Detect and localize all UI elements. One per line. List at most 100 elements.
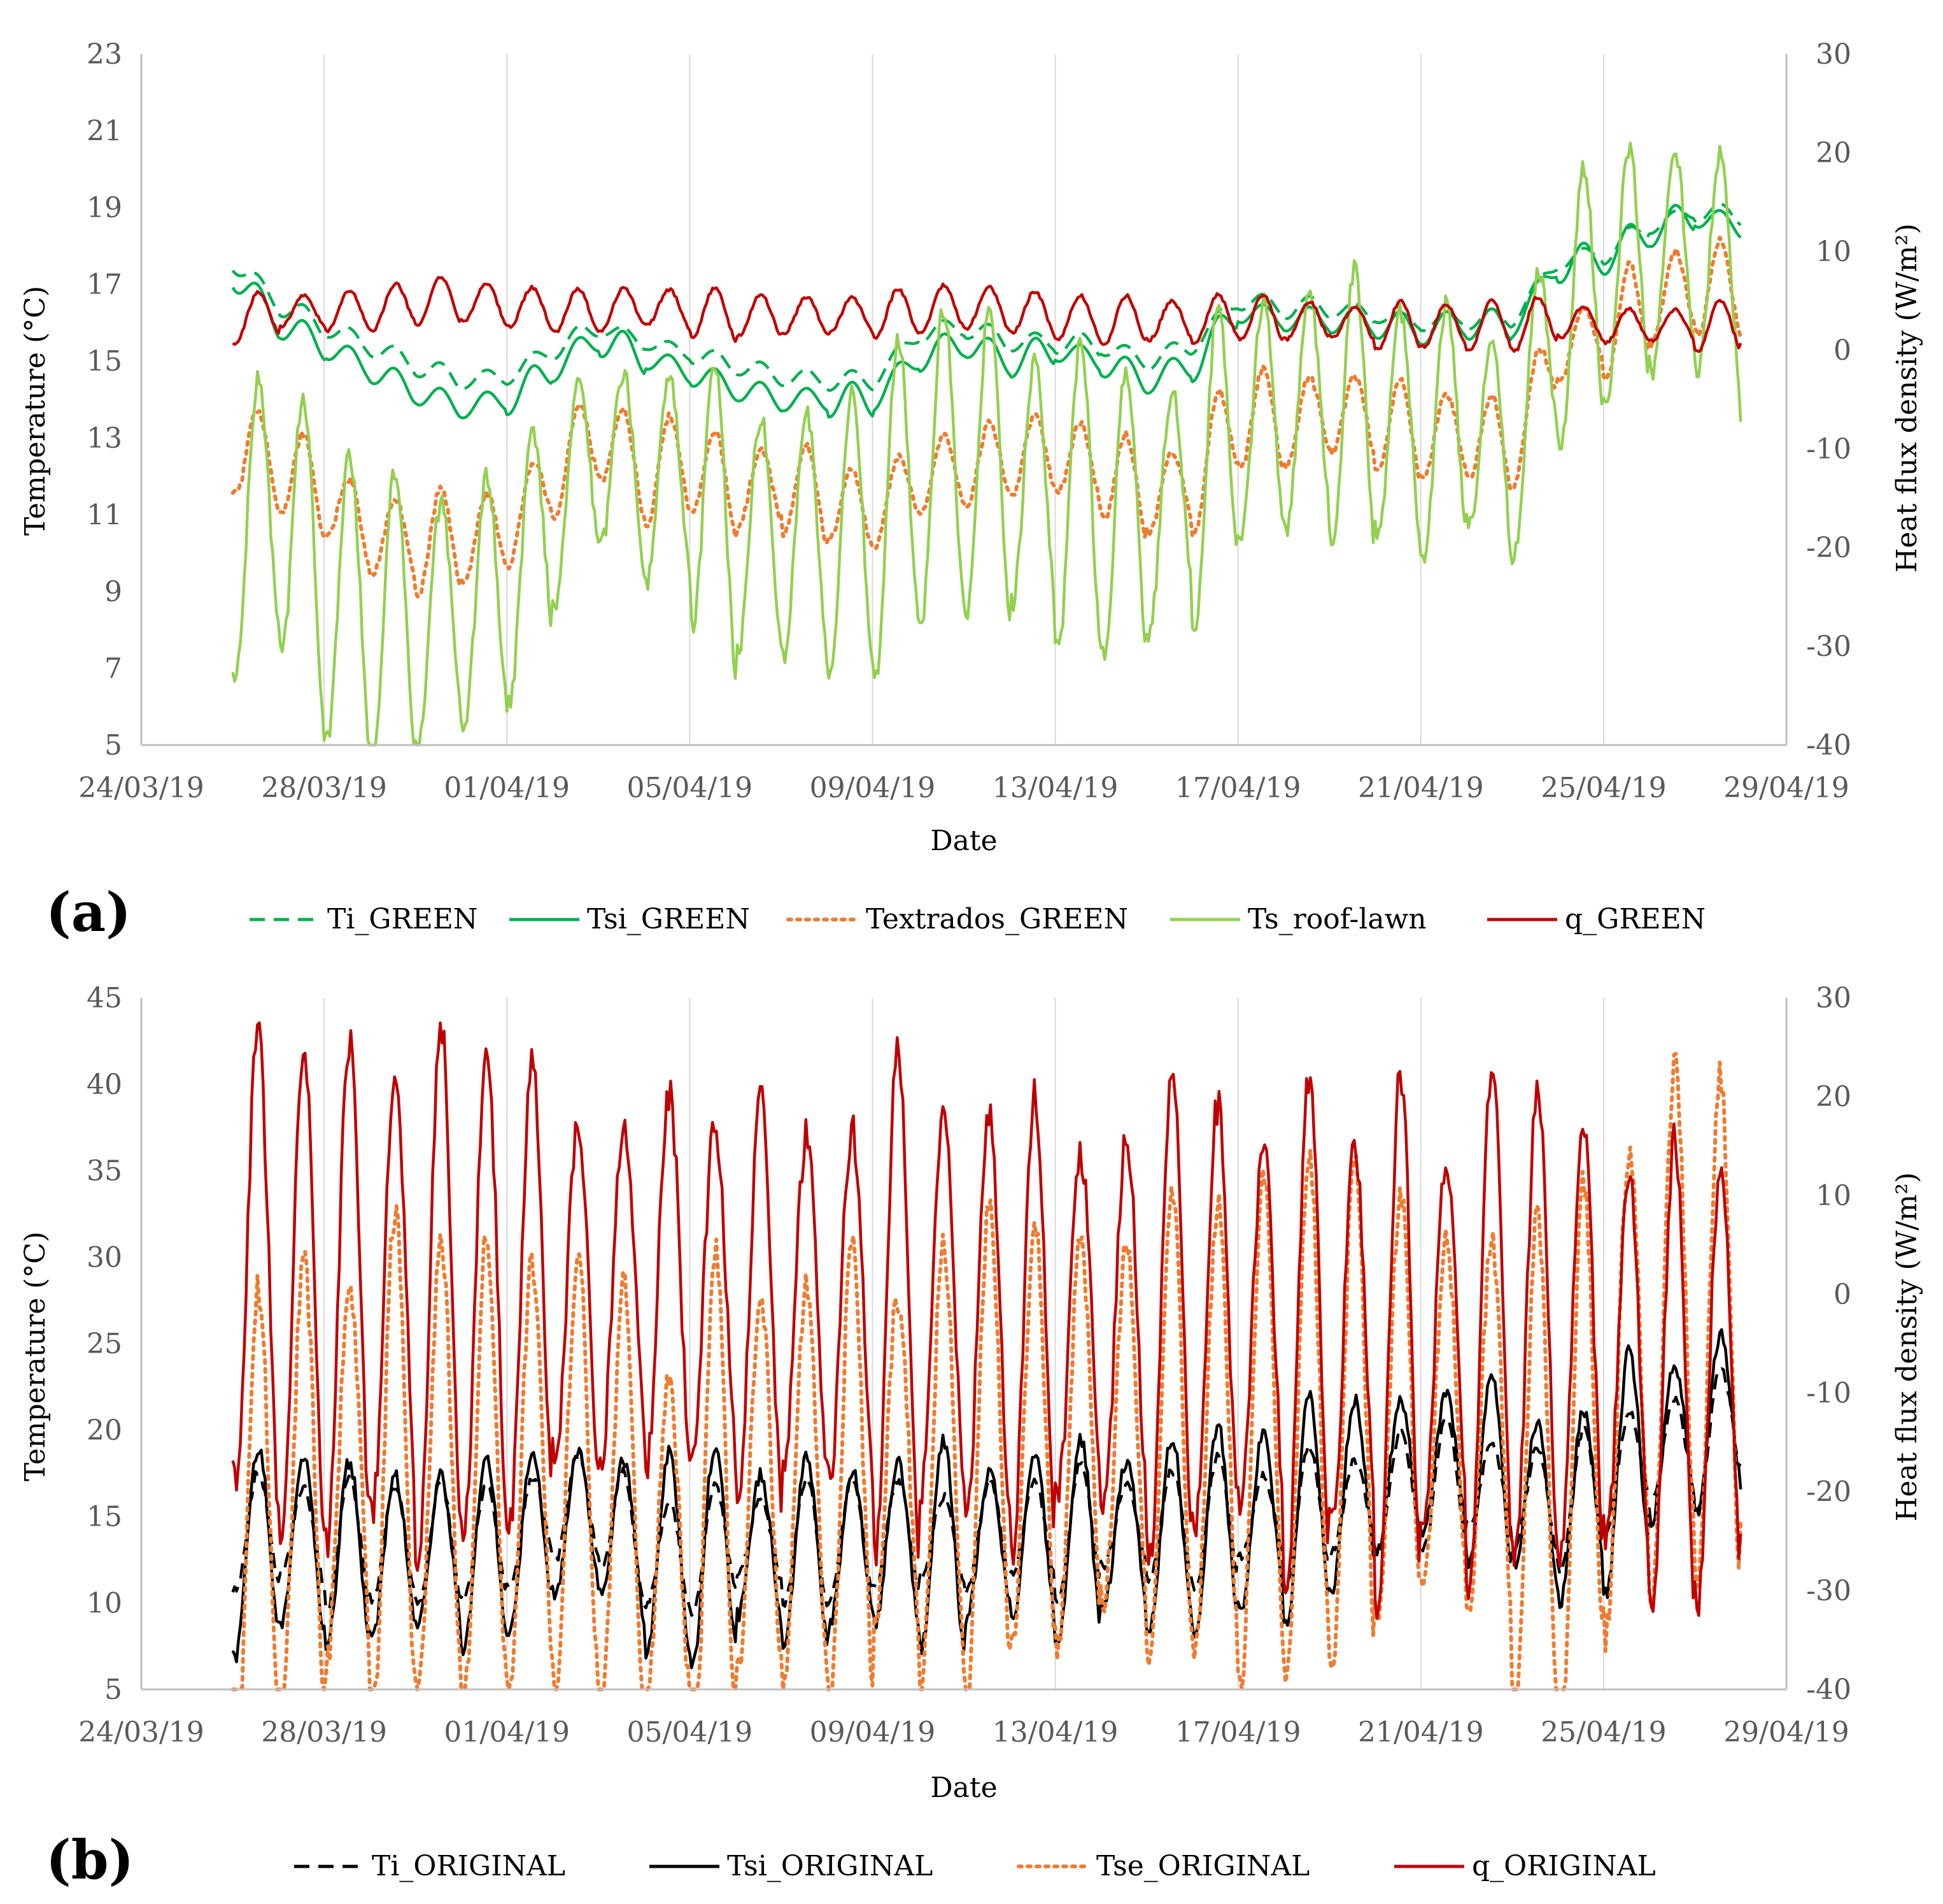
y-right-tick-label: -30 [1806, 1575, 1851, 1607]
y-left-tick-label: 21 [87, 115, 122, 148]
panel-b-axes [140, 998, 1788, 1691]
y-left-tick-label: 30 [87, 1241, 122, 1274]
legend-label: Textrados_GREEN [866, 903, 1128, 935]
x-tick-label: 29/04/19 [1723, 1716, 1849, 1749]
y-left-tick-label: 25 [87, 1328, 122, 1360]
legend-label: Ts_roof-lawn [1248, 903, 1427, 935]
x-tick-label: 28/03/19 [261, 772, 387, 804]
x-tick-label: 24/03/19 [78, 1716, 204, 1749]
legend-item-q-original: q_ORIGINAL [1394, 1850, 1656, 1882]
y-left-tick-label: 5 [104, 729, 122, 762]
legend-item-ts-roof-lawn: Ts_roof-lawn [1170, 903, 1427, 935]
x-tick-label: 13/04/19 [993, 772, 1119, 804]
legend-label: Ti_GREEN [327, 903, 477, 935]
x-tick-label: 01/04/19 [444, 1716, 570, 1749]
legend-item-ti-original: Ti_ORIGINAL [294, 1850, 565, 1882]
panel-a-x-title: Date [930, 825, 997, 857]
legend-item-tse-original: Tse_ORIGINAL [1017, 1850, 1310, 1882]
y-right-tick-label: 20 [1816, 137, 1851, 169]
y-left-tick-label: 40 [87, 1069, 122, 1101]
y-right-tick-label: 20 [1816, 1081, 1851, 1113]
y-right-tick-label: -40 [1806, 729, 1851, 762]
y-right-tick-label: 30 [1816, 982, 1851, 1014]
y-left-tick-label: 17 [87, 269, 122, 301]
x-tick-label: 21/04/19 [1358, 772, 1484, 804]
panel-b-gridlines [323, 998, 1604, 1689]
y-right-tick-label: -20 [1806, 1476, 1851, 1509]
y-right-tick-label: -10 [1806, 1377, 1851, 1410]
series-line-ts-roof-lawn [231, 141, 1742, 747]
panel-a-legend: Ti_GREEN Tsi_GREEN Textrados_GREEN Ts_roof-… [250, 903, 1706, 935]
panel-b-y-right-title: Heat flux density (W/m²) [1891, 1172, 1923, 1521]
panel-a-chart: 24/03/19 28/03/19 01/04/19 05/04/19 09/04/19… [19, 38, 1923, 944]
x-tick-label: 13/04/19 [993, 1716, 1119, 1749]
legend-item-q-green: q_GREEN [1487, 903, 1706, 935]
x-tick-label: 01/04/19 [444, 772, 570, 804]
series-line-tse-original [230, 1051, 1743, 1691]
panel-b-tick-labels: 24/03/19 28/03/19 01/04/19 05/04/19 09/04/19… [78, 982, 1851, 1749]
x-tick-label: 21/04/19 [1358, 1716, 1484, 1749]
y-left-tick-label: 5 [104, 1673, 122, 1706]
legend-label: Tse_ORIGINAL [1096, 1850, 1310, 1882]
y-right-tick-label: 0 [1833, 334, 1851, 367]
y-left-tick-label: 19 [87, 192, 122, 224]
y-right-tick-label: -40 [1806, 1673, 1851, 1706]
panel-a-tick-labels: 24/03/19 28/03/19 01/04/19 05/04/19 09/04/19… [78, 38, 1851, 804]
legend-label: q_GREEN [1565, 903, 1706, 935]
y-right-tick-label: 10 [1816, 1179, 1851, 1212]
panel-a-gridlines [323, 54, 1604, 745]
legend-label: Ti_ORIGINAL [372, 1850, 565, 1882]
x-tick-label: 09/04/19 [810, 772, 936, 804]
y-left-tick-label: 23 [87, 38, 122, 71]
series-line-q-green [232, 276, 1742, 353]
legend-item-tsi-original: Tsi_ORIGINAL [649, 1850, 933, 1882]
y-left-tick-label: 11 [87, 499, 122, 531]
y-left-tick-label: 7 [104, 652, 122, 685]
y-right-tick-label: -10 [1806, 433, 1851, 465]
legend-label: Tsi_GREEN [587, 903, 750, 935]
panel-a-series [230, 141, 1743, 747]
x-tick-label: 05/04/19 [627, 772, 753, 804]
legend-item-ti-green: Ti_GREEN [250, 903, 477, 935]
y-left-tick-label: 13 [87, 422, 122, 455]
x-tick-label: 09/04/19 [810, 1716, 936, 1749]
panel-a-y-right-title: Heat flux density (W/m²) [1891, 224, 1923, 572]
panel-b-label: (b) [46, 1828, 134, 1891]
x-tick-label: 17/04/19 [1175, 772, 1301, 804]
panel-b-y-left-title: Temperature (°C) [19, 1232, 52, 1481]
x-tick-label: 24/03/19 [78, 772, 204, 804]
panel-a-y-left-title: Temperature (°C) [19, 286, 52, 536]
y-right-tick-label: 0 [1833, 1278, 1851, 1311]
y-right-tick-label: -30 [1806, 630, 1851, 663]
series-line-tsi-original [231, 1328, 1742, 1670]
x-tick-label: 25/04/19 [1541, 772, 1667, 804]
y-left-tick-label: 20 [87, 1414, 122, 1447]
y-right-tick-label: 10 [1816, 236, 1851, 268]
panel-b-x-title: Date [930, 1772, 997, 1804]
y-left-tick-label: 45 [87, 982, 122, 1014]
panel-b-series [230, 1021, 1743, 1691]
y-left-tick-label: 15 [87, 345, 122, 378]
y-left-tick-label: 15 [87, 1501, 122, 1533]
panel-a-label: (a) [46, 881, 131, 944]
legend-item-tsi-green: Tsi_GREEN [509, 903, 750, 935]
series-line-q-original [231, 1021, 1742, 1620]
series-line-tsi-green [231, 204, 1742, 420]
legend-item-textrados-green: Textrados_GREEN [786, 903, 1128, 935]
y-left-tick-label: 10 [87, 1587, 122, 1619]
x-tick-label: 05/04/19 [627, 1716, 753, 1749]
legend-label: Tsi_ORIGINAL [727, 1850, 933, 1882]
y-right-tick-label: 30 [1816, 38, 1851, 71]
panel-b-legend: Ti_ORIGINAL Tsi_ORIGINAL Tse_ORIGINAL q_ORI… [294, 1850, 1656, 1882]
x-tick-label: 17/04/19 [1175, 1716, 1301, 1749]
legend-label: q_ORIGINAL [1472, 1850, 1656, 1882]
x-tick-label: 25/04/19 [1541, 1716, 1667, 1749]
panel-b-chart: 24/03/19 28/03/19 01/04/19 05/04/19 09/04/19… [19, 982, 1923, 1891]
x-tick-label: 28/03/19 [261, 1716, 387, 1749]
panel-a-axes [140, 54, 1788, 746]
x-tick-label: 29/04/19 [1723, 772, 1849, 804]
y-left-tick-label: 9 [104, 576, 122, 608]
y-right-tick-label: -20 [1806, 532, 1851, 564]
y-left-tick-label: 35 [87, 1155, 122, 1188]
